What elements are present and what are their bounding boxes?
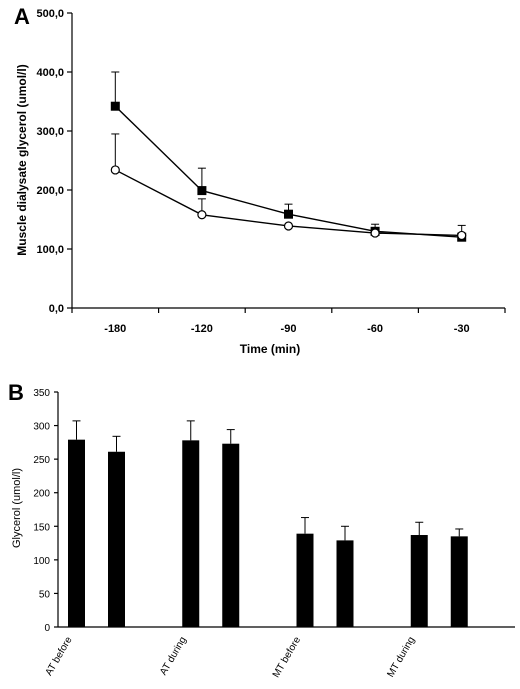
panel-letter-b: B [8,380,24,405]
panel-b-bar [222,443,240,627]
panel-b-y-tick-label: 0 [44,623,50,634]
panel-a-circle-point [283,221,294,231]
panel-a-x-tick-label: -180 [104,323,126,335]
panel-a-square-point [284,209,293,219]
panel-b-bar [410,535,428,627]
panel-b-x-tick-label: AT during [158,635,189,677]
panel-b-bar [108,451,125,627]
panel-a-circle-point [457,230,467,241]
panel-b-plot: 0 50 100 150 200 250 300 350 AT before AT during M… [33,388,515,680]
panel-a-y-tick-label: 0,0 [49,303,64,315]
panel-b-y-tick-label: 100 [33,556,50,567]
panel-a-square-point [110,101,120,111]
panel-b-y-tick-label: 300 [33,422,50,433]
panel-a-circle-point [110,165,120,175]
panel-b-bar [296,533,314,627]
panel-a-x-tick-label: -30 [454,323,470,335]
panel-a-circle-point [197,210,207,220]
panel-b-bar [182,440,200,627]
panel-b-y-tick-label: 200 [33,489,50,500]
panel-a-y-tick-label: 500,0 [36,8,64,20]
panel-a-x-tick-label: -120 [191,323,213,335]
panel-a-circle-point [370,228,380,238]
panel-a-x-tick-label: -60 [367,323,383,335]
panel-b-bar [450,536,468,627]
panel-a-y-tick-label: 200,0 [36,185,64,197]
panel-b-y-tick-label: 150 [33,522,50,533]
panel-a-square-point [197,186,207,196]
panel-a-y-tick-label: 300,0 [36,126,64,138]
panel-b-x-tick-label: AT before [44,635,75,678]
panel-b-x-tick-label: MT before [271,635,303,680]
panel-b-x-tick-label: MT during [385,635,417,679]
panel-a-y-tick-label: 400,0 [36,67,64,79]
panel-b-bar [68,439,85,627]
panel-b-y-axis-title: Glycerol (umol/l) [11,468,23,548]
panel-a-y-tick-label: 100,0 [36,244,64,256]
panel-a-x-axis-title: Time (min) [240,342,300,356]
panel-b-y-tick-label: 350 [33,388,50,399]
panel-b-y-tick-label: 50 [39,589,51,600]
panel-a-plot: 0,0 100,0 200,0 300,0 400,0 500,0 -180 -120 -90 -… [36,8,506,335]
panel-b-bar [336,540,354,627]
panel-a-y-axis-title: Muscle dialysate glycerol (umol/l) [15,64,29,255]
panel-a-x-tick-label: -90 [281,323,297,335]
panel-letter-a: A [14,4,30,29]
panel-b-y-tick-label: 250 [33,455,50,466]
